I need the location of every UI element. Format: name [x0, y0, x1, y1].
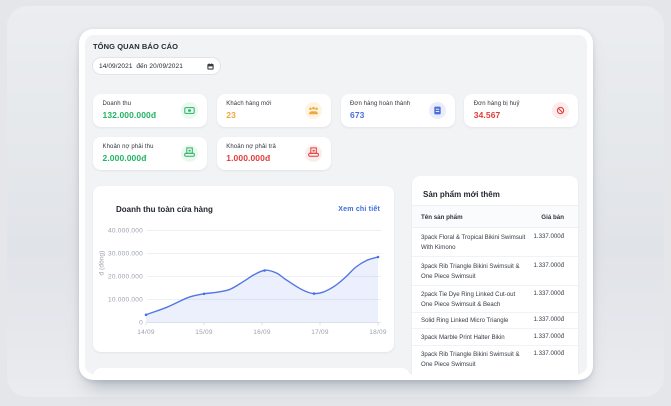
- svg-text:20.000.000: 20.000.000: [108, 274, 143, 281]
- svg-text:18/09: 18/09: [369, 329, 387, 336]
- svg-text:15/09: 15/09: [195, 329, 213, 336]
- svg-text:17/09: 17/09: [311, 329, 329, 336]
- svg-text:0: 0: [139, 320, 143, 327]
- svg-text:10.000.000: 10.000.000: [108, 297, 143, 304]
- svg-text:40.000.000: 40.000.000: [108, 228, 143, 235]
- svg-text:30.000.000: 30.000.000: [108, 251, 143, 258]
- svg-text:14/09: 14/09: [137, 329, 155, 336]
- svg-text:đ (đồng): đ (đồng): [97, 250, 106, 275]
- svg-text:16/09: 16/09: [253, 329, 271, 336]
